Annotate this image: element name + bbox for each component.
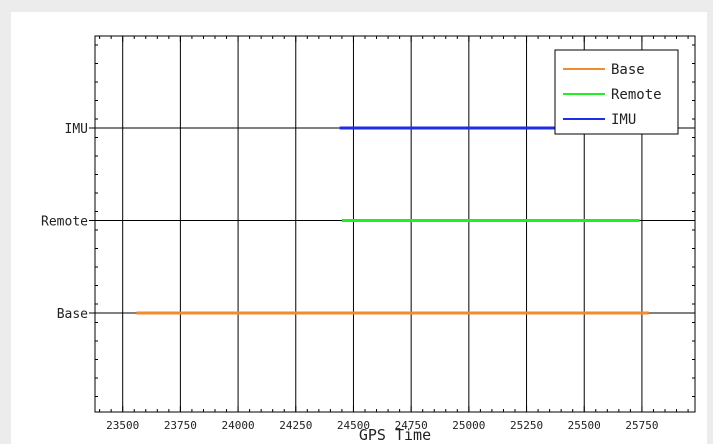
x-tick-label-25500: 25500 xyxy=(568,419,601,432)
y-tick-label-imu: IMU xyxy=(65,122,88,137)
x-axis-label: GPS Time xyxy=(359,426,431,444)
chart-panel: 23500 23750 24000 24250 24500 24750 25000 25250… xyxy=(11,12,707,444)
x-tick-label-24500: 24500 xyxy=(337,419,370,432)
y-tick-label-remote: Remote xyxy=(41,215,88,230)
x-tick-label-25000: 25000 xyxy=(452,419,485,432)
x-tick-label-23500: 23500 xyxy=(106,419,139,432)
gps-time-chart: 23500 23750 24000 24250 24500 24750 25000 25250… xyxy=(41,35,696,444)
chart-legend: Base Remote IMU xyxy=(554,49,679,135)
y-tick-label-base: Base xyxy=(57,307,88,322)
y-tick-labels: Base Remote IMU xyxy=(41,122,88,322)
legend-label-base: Base xyxy=(611,62,645,78)
x-tick-labels: 23500 23750 24000 24250 24500 24750 25000 25250… xyxy=(106,419,658,432)
legend-label-imu: IMU xyxy=(611,112,636,128)
legend-label-remote: Remote xyxy=(611,87,662,103)
x-tick-label-24000: 24000 xyxy=(222,419,255,432)
x-tick-label-24250: 24250 xyxy=(279,419,312,432)
x-tick-label-23750: 23750 xyxy=(164,419,197,432)
x-tick-label-25250: 25250 xyxy=(510,419,543,432)
axis-ticks xyxy=(95,36,695,412)
x-tick-label-25750: 25750 xyxy=(625,419,658,432)
x-tick-label-24750: 24750 xyxy=(395,419,428,432)
